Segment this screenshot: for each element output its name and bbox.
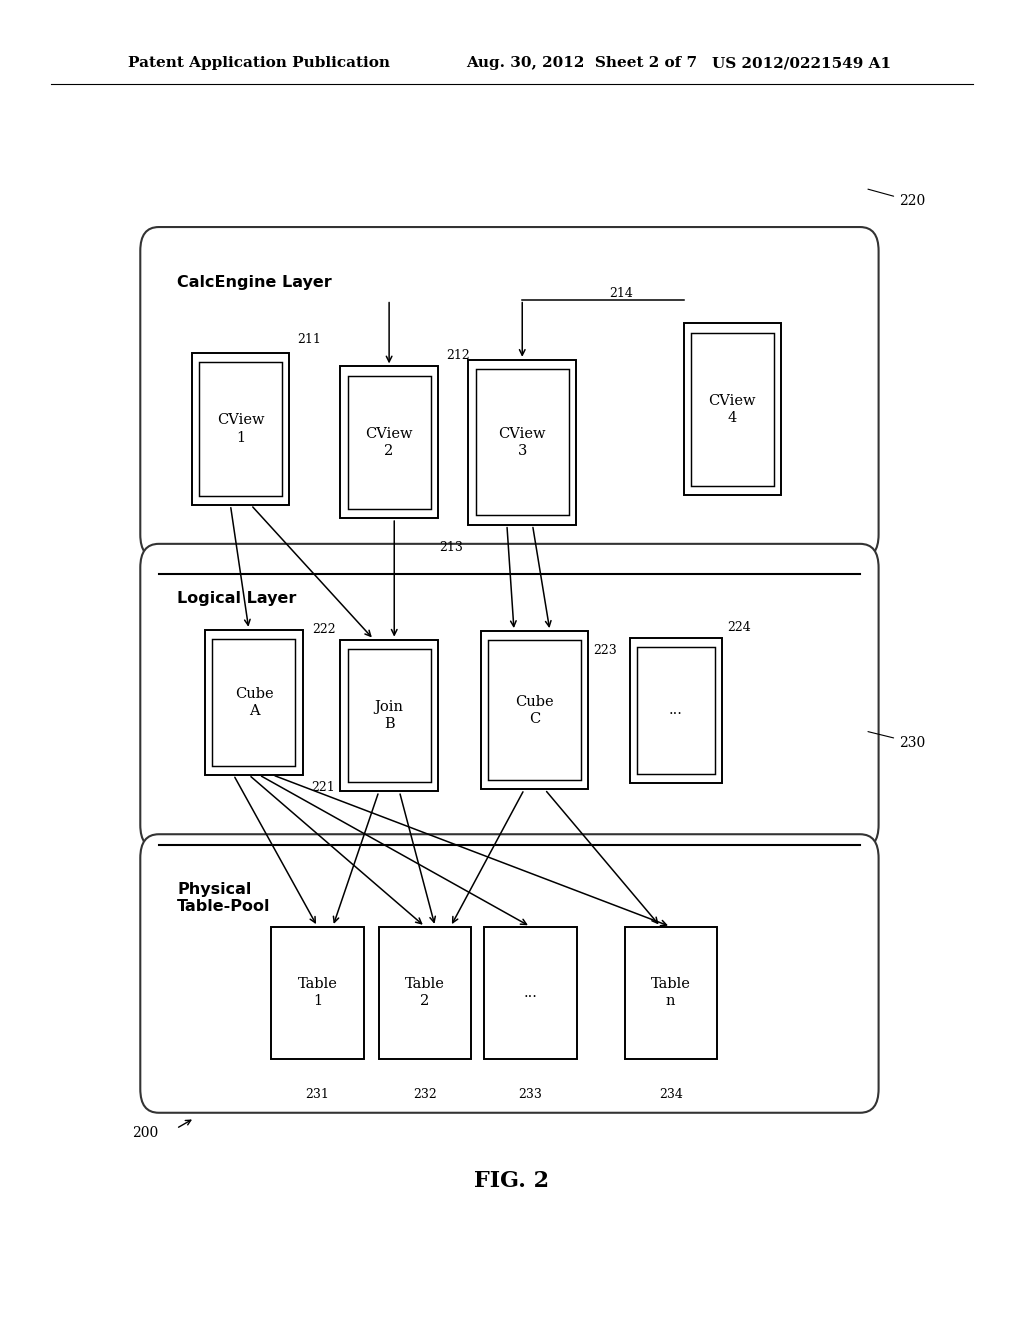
Text: CView
2: CView 2 bbox=[366, 426, 413, 458]
Text: 232: 232 bbox=[413, 1088, 437, 1101]
FancyBboxPatch shape bbox=[690, 333, 774, 486]
Text: 224: 224 bbox=[727, 620, 751, 634]
FancyBboxPatch shape bbox=[205, 630, 303, 775]
Text: ...: ... bbox=[523, 986, 538, 999]
FancyBboxPatch shape bbox=[475, 368, 569, 515]
FancyBboxPatch shape bbox=[379, 927, 471, 1059]
Text: 200: 200 bbox=[132, 1126, 159, 1139]
Text: CView
4: CView 4 bbox=[709, 393, 756, 425]
Text: CView
1: CView 1 bbox=[217, 413, 264, 445]
FancyBboxPatch shape bbox=[481, 631, 588, 789]
Text: 223: 223 bbox=[594, 644, 617, 657]
Text: 212: 212 bbox=[446, 350, 470, 362]
Text: ...: ... bbox=[669, 704, 683, 717]
FancyBboxPatch shape bbox=[140, 544, 879, 849]
Text: 234: 234 bbox=[658, 1088, 683, 1101]
Text: Patent Application Publication: Patent Application Publication bbox=[128, 57, 390, 70]
Text: 213: 213 bbox=[439, 541, 463, 553]
Text: 231: 231 bbox=[305, 1088, 330, 1101]
Text: 211: 211 bbox=[297, 334, 322, 346]
Text: 222: 222 bbox=[311, 623, 336, 635]
FancyBboxPatch shape bbox=[340, 366, 438, 517]
FancyBboxPatch shape bbox=[348, 648, 431, 781]
Text: Physical
Table-Pool: Physical Table-Pool bbox=[177, 882, 270, 915]
FancyBboxPatch shape bbox=[140, 834, 879, 1113]
Text: FIG. 2: FIG. 2 bbox=[474, 1171, 550, 1192]
Text: 214: 214 bbox=[609, 286, 633, 300]
Text: CView
3: CView 3 bbox=[499, 426, 546, 458]
FancyBboxPatch shape bbox=[625, 927, 717, 1059]
Text: 221: 221 bbox=[311, 781, 335, 795]
FancyBboxPatch shape bbox=[213, 639, 296, 766]
Text: 220: 220 bbox=[868, 189, 926, 209]
FancyBboxPatch shape bbox=[469, 359, 575, 524]
Text: 230: 230 bbox=[868, 731, 926, 750]
Text: Join
B: Join B bbox=[375, 700, 403, 731]
FancyBboxPatch shape bbox=[193, 352, 289, 504]
FancyBboxPatch shape bbox=[140, 227, 879, 558]
FancyBboxPatch shape bbox=[637, 647, 715, 774]
FancyBboxPatch shape bbox=[484, 927, 577, 1059]
FancyBboxPatch shape bbox=[199, 362, 283, 495]
FancyBboxPatch shape bbox=[488, 640, 582, 780]
Text: CalcEngine Layer: CalcEngine Layer bbox=[177, 275, 332, 289]
Text: Table
2: Table 2 bbox=[406, 977, 444, 1008]
Text: Table
1: Table 1 bbox=[298, 977, 337, 1008]
Text: 233: 233 bbox=[518, 1088, 543, 1101]
FancyBboxPatch shape bbox=[340, 639, 438, 791]
FancyBboxPatch shape bbox=[630, 638, 722, 783]
FancyBboxPatch shape bbox=[684, 323, 780, 495]
Text: Table
n: Table n bbox=[651, 977, 690, 1008]
Text: US 2012/0221549 A1: US 2012/0221549 A1 bbox=[712, 57, 891, 70]
Text: Cube
A: Cube A bbox=[234, 686, 273, 718]
FancyBboxPatch shape bbox=[271, 927, 364, 1059]
Text: Cube
C: Cube C bbox=[515, 694, 554, 726]
FancyBboxPatch shape bbox=[348, 375, 431, 508]
Text: Logical Layer: Logical Layer bbox=[177, 591, 297, 606]
Text: Aug. 30, 2012  Sheet 2 of 7: Aug. 30, 2012 Sheet 2 of 7 bbox=[466, 57, 697, 70]
